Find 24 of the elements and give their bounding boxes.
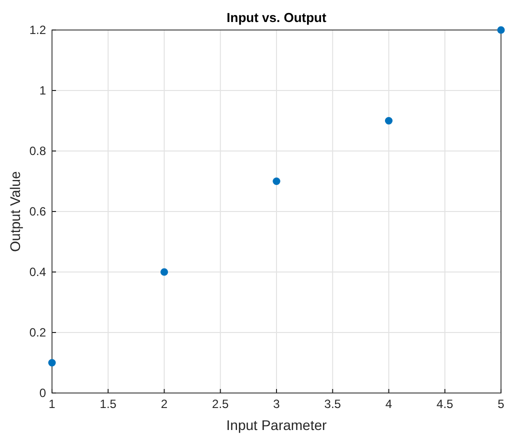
- y-tick-label: 0.8: [29, 144, 46, 158]
- x-axis-title: Input Parameter: [226, 417, 328, 433]
- point: [48, 358, 56, 367]
- x-tick-label: 5: [498, 397, 505, 411]
- point: [160, 268, 168, 276]
- y-tick-label: 0.2: [29, 326, 46, 340]
- y-tick-label: 1.2: [29, 23, 46, 37]
- x-tick-label: 3: [273, 397, 280, 411]
- y-tick-label: 0.6: [29, 204, 46, 218]
- point: [272, 177, 280, 186]
- x-tick-label: 4.5: [436, 397, 454, 411]
- y-tick-label: 1: [39, 84, 46, 98]
- x-tick-label: 2: [160, 397, 168, 411]
- chart-title: Input vs. Output: [226, 10, 327, 25]
- y-tick-label: 0.4: [29, 265, 46, 279]
- point: [384, 116, 393, 125]
- x-tick-label: 3.5: [324, 397, 342, 411]
- x-tick-label: 1: [48, 397, 56, 411]
- x-tick-label: 1.5: [100, 397, 117, 411]
- x-tick-label: 2.5: [212, 397, 230, 411]
- point: [497, 26, 505, 34]
- y-axis-title: Output Value: [7, 170, 23, 252]
- y-tick-label: 0: [39, 386, 46, 400]
- x-tick-label: 4: [385, 397, 392, 411]
